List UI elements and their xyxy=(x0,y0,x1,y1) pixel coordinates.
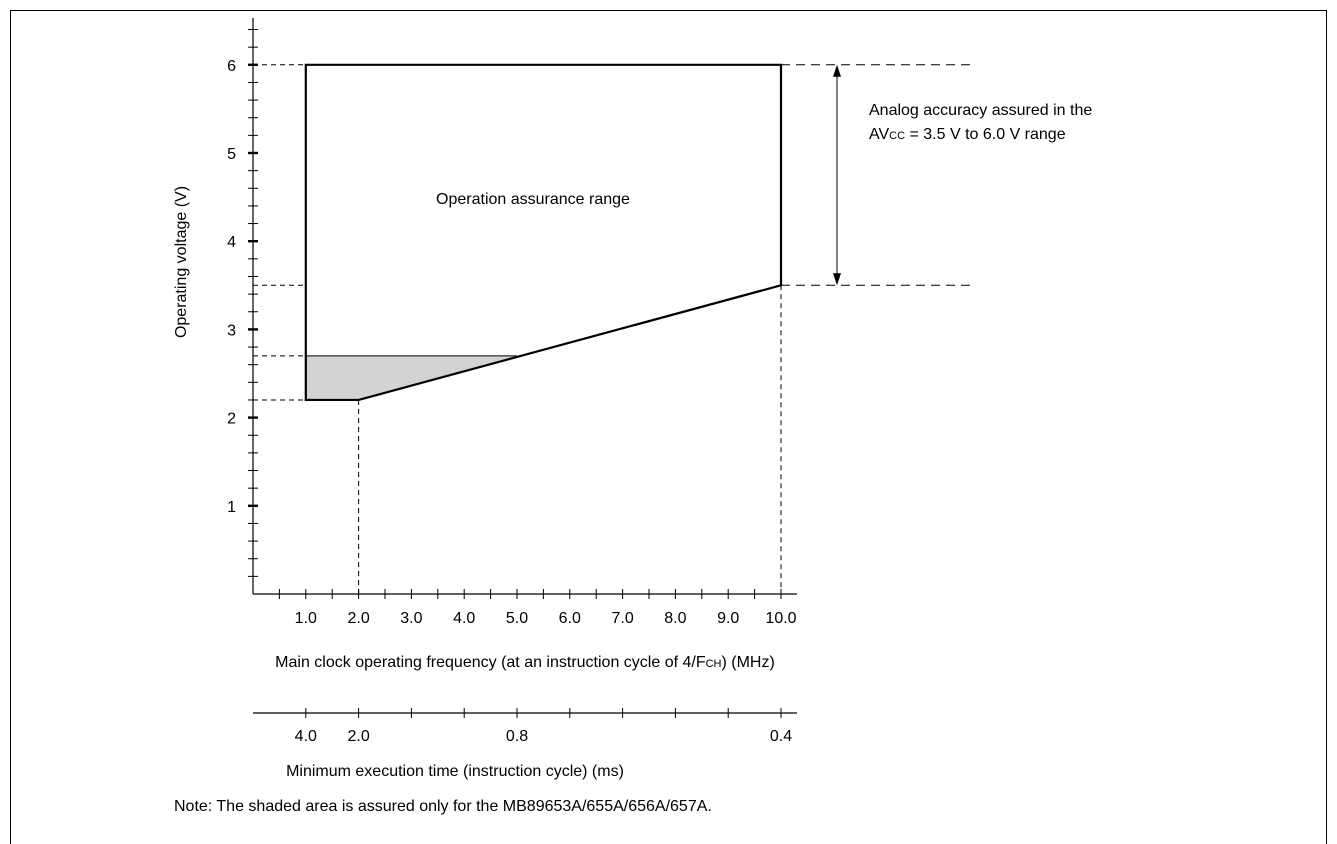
x-tick-label: 5.0 xyxy=(506,610,528,627)
figure-frame xyxy=(10,10,1327,844)
x-axis-label: Main clock operating frequency (at an in… xyxy=(275,654,775,671)
y-tick-label: 3 xyxy=(227,322,236,339)
y-axis-label: Operating voltage (V) xyxy=(173,186,190,338)
figure-note: Note: The shaded area is assured only fo… xyxy=(174,798,712,815)
y-tick-label: 2 xyxy=(227,411,236,428)
y-tick-label: 4 xyxy=(227,234,236,251)
x-tick-label: 7.0 xyxy=(611,610,633,627)
secondary-axis-tick-label: 2.0 xyxy=(347,728,369,745)
secondary-axis-label: Minimum execution time (instruction cycl… xyxy=(286,763,624,780)
y-tick-label: 5 xyxy=(227,146,236,163)
secondary-axis-tick-label: 0.8 xyxy=(506,728,528,745)
y-tick-label: 6 xyxy=(227,58,236,75)
x-tick-label: 2.0 xyxy=(347,610,369,627)
x-tick-label: 4.0 xyxy=(453,610,475,627)
shaded-area xyxy=(305,355,517,400)
x-tick-label: 6.0 xyxy=(559,610,581,627)
secondary-axis-tick-label: 0.4 xyxy=(770,728,792,745)
operation-assurance-label: Operation assurance range xyxy=(436,191,630,208)
secondary-axis-tick-label: 4.0 xyxy=(295,728,317,745)
analog-annotation-line1: Analog accuracy assured in the xyxy=(869,102,1092,119)
x-tick-label: 9.0 xyxy=(717,610,739,627)
x-tick-label: 8.0 xyxy=(664,610,686,627)
x-tick-label: 10.0 xyxy=(765,610,796,627)
analog-annotation-line2: AVCC = 3.5 V to 6.0 V range xyxy=(869,126,1066,143)
operation-assurance-outline xyxy=(304,63,783,402)
analog-range-arrowhead-top xyxy=(833,64,841,77)
analog-range-arrowhead-bottom xyxy=(833,273,841,286)
y-tick-label: 1 xyxy=(227,499,236,516)
x-tick-label: 1.0 xyxy=(295,610,317,627)
x-tick-label: 3.0 xyxy=(400,610,422,627)
